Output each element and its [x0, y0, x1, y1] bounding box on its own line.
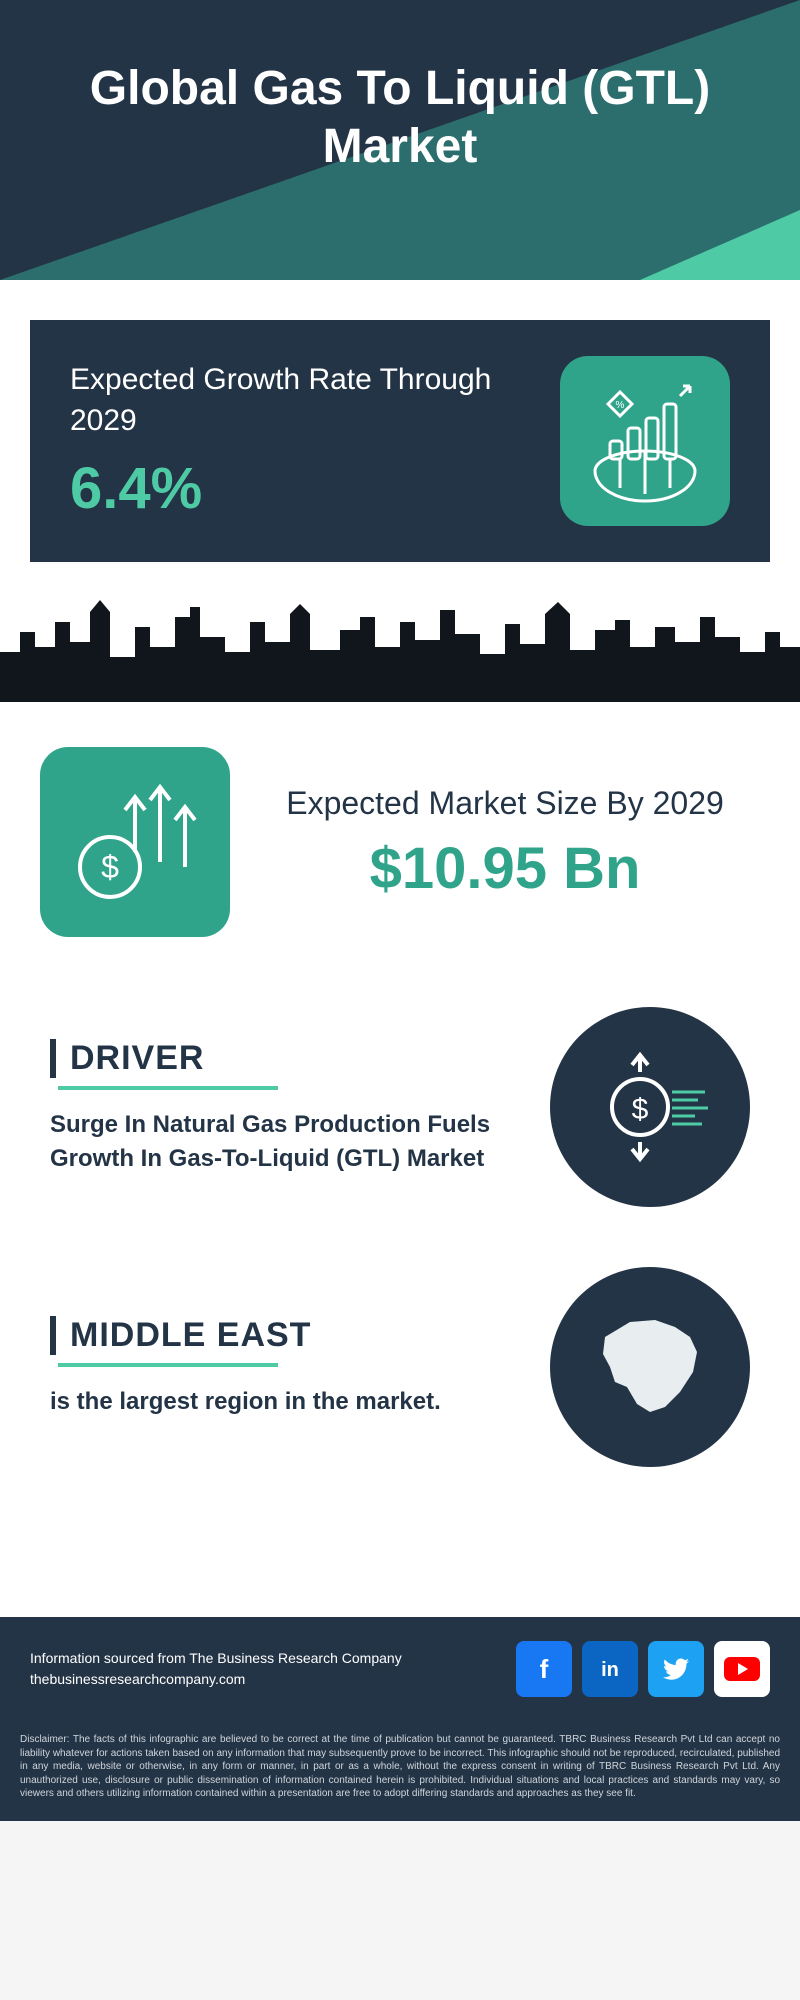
facebook-icon[interactable]: f [516, 1641, 572, 1697]
social-icons-row: f in [516, 1641, 770, 1697]
growth-value: 6.4% [70, 455, 560, 522]
svg-text:%: % [616, 400, 625, 411]
footer-url: thebusinessresearchcompany.com [30, 1669, 402, 1690]
footer-source: Information sourced from The Business Re… [30, 1648, 402, 1690]
middle-east-map-icon [575, 1292, 725, 1442]
infographic-page: Global Gas To Liquid (GTL) Market Expect… [0, 0, 800, 1821]
driver-icon-circle: $ [550, 1007, 750, 1207]
youtube-icon[interactable] [714, 1641, 770, 1697]
dollar-arrows-up-icon: $ [65, 772, 205, 912]
growth-icon-box: % [560, 356, 730, 526]
region-section: MIDDLE EAST is the largest region in the… [0, 1237, 800, 1497]
header-triangle-mint [640, 210, 800, 280]
driver-text: DRIVER Surge In Natural Gas Production F… [50, 1039, 510, 1175]
market-size-icon-box: $ [40, 747, 230, 937]
growth-stat-text: Expected Growth Rate Through 2029 6.4% [70, 360, 560, 522]
footer-bar: Information sourced from The Business Re… [0, 1617, 800, 1721]
driver-body: Surge In Natural Gas Production Fuels Gr… [50, 1108, 510, 1175]
driver-heading: DRIVER [50, 1039, 510, 1078]
market-size-text: Expected Market Size By 2029 $10.95 Bn [230, 782, 760, 902]
svg-text:$: $ [632, 1093, 649, 1126]
driver-underline [58, 1086, 278, 1090]
svg-text:f: f [540, 1654, 549, 1684]
page-title: Global Gas To Liquid (GTL) Market [0, 60, 800, 175]
twitter-icon[interactable] [648, 1641, 704, 1697]
region-underline [58, 1363, 278, 1367]
market-size-label: Expected Market Size By 2029 [250, 782, 760, 825]
region-heading: MIDDLE EAST [50, 1316, 510, 1355]
disclaimer-text: Disclaimer: The facts of this infographi… [0, 1721, 800, 1821]
growth-label: Expected Growth Rate Through 2029 [70, 360, 560, 441]
region-body: is the largest region in the market. [50, 1385, 510, 1419]
dollar-cycle-icon: $ [580, 1037, 720, 1177]
footer-source-line: Information sourced from The Business Re… [30, 1648, 402, 1669]
header-banner: Global Gas To Liquid (GTL) Market [0, 0, 800, 280]
linkedin-icon[interactable]: in [582, 1641, 638, 1697]
region-icon-circle [550, 1267, 750, 1467]
growth-stat-card: Expected Growth Rate Through 2029 6.4% [30, 320, 770, 562]
region-text: MIDDLE EAST is the largest region in the… [50, 1316, 510, 1419]
skyline-silhouette [0, 592, 800, 707]
growth-globe-bars-icon: % [580, 376, 710, 506]
market-size-row: $ Expected Market Size By 2029 $10.95 Bn [0, 707, 800, 977]
svg-text:$: $ [101, 849, 119, 885]
market-size-value: $10.95 Bn [250, 835, 760, 902]
driver-section: DRIVER Surge In Natural Gas Production F… [0, 977, 800, 1237]
svg-text:in: in [601, 1659, 619, 1681]
